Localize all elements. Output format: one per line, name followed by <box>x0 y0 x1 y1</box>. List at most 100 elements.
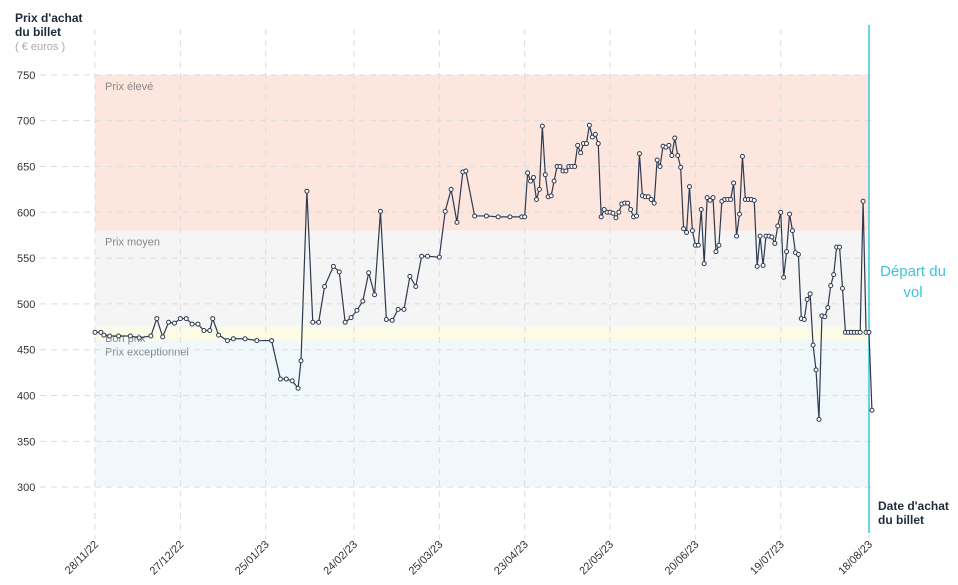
price-point <box>354 307 360 313</box>
price-point <box>801 316 807 322</box>
price-point <box>525 170 531 176</box>
price-point <box>625 200 631 206</box>
price-point <box>366 270 372 276</box>
price-band <box>95 340 869 488</box>
price-point <box>230 336 236 342</box>
price-point <box>148 333 154 339</box>
price-point <box>360 298 366 304</box>
y-tick-label: 750 <box>17 70 35 82</box>
y-tick-label: 450 <box>17 345 35 357</box>
price-point <box>840 285 846 291</box>
price-point <box>698 207 704 213</box>
y-tick-label: 700 <box>17 116 35 128</box>
price-point <box>807 291 813 297</box>
price-point <box>201 327 207 333</box>
price-point <box>495 214 501 220</box>
x-tick-label: 23/04/23 <box>492 539 531 578</box>
price-point <box>595 141 601 147</box>
price-point <box>634 213 640 219</box>
price-point <box>598 214 604 220</box>
price-point <box>778 209 784 215</box>
price-point <box>136 335 142 341</box>
band-label: Prix exceptionnel <box>105 347 189 359</box>
price-point <box>701 261 707 267</box>
y-axis-unit: ( € euros ) <box>15 41 66 53</box>
price-point <box>716 242 722 248</box>
price-point <box>295 385 301 391</box>
band-label: Prix élevé <box>105 81 153 93</box>
price-point <box>322 283 328 289</box>
price-point <box>695 242 701 248</box>
price-point <box>825 305 831 311</box>
price-point <box>533 196 539 202</box>
price-point <box>166 319 172 325</box>
price-point <box>651 200 657 206</box>
price-point <box>316 319 322 325</box>
price-point <box>572 163 578 169</box>
price-point <box>751 197 757 203</box>
price-point <box>704 195 710 201</box>
price-point <box>657 163 663 169</box>
y-tick-label: 600 <box>17 207 35 219</box>
price-point <box>289 378 295 384</box>
price-point <box>636 151 642 157</box>
price-point <box>737 211 743 217</box>
price-point <box>448 186 454 192</box>
price-point <box>866 329 872 335</box>
x-tick-label: 22/05/23 <box>577 539 616 578</box>
x-tick-label: 28/11/22 <box>63 539 101 577</box>
price-point <box>586 122 592 128</box>
price-point <box>342 319 348 325</box>
price-point <box>92 329 98 335</box>
price-point <box>787 211 793 217</box>
x-tick-label: 27/12/22 <box>148 539 187 578</box>
price-point <box>189 321 195 327</box>
price-point <box>425 253 431 259</box>
price-point <box>672 135 678 141</box>
price-point <box>436 254 442 260</box>
y-tick-label: 400 <box>17 391 35 403</box>
price-point <box>669 152 675 158</box>
price-point <box>583 141 589 147</box>
price-point <box>648 196 654 202</box>
price-point <box>837 244 843 250</box>
marker-label: Départ du vol <box>880 263 946 301</box>
price-point <box>601 207 607 213</box>
price-point <box>101 332 107 338</box>
price-point <box>528 178 534 184</box>
price-point <box>731 180 737 186</box>
price-point <box>828 283 834 289</box>
y-tick-label: 300 <box>17 482 35 494</box>
price-point <box>442 208 448 214</box>
price-point <box>216 332 222 338</box>
price-point <box>171 320 177 326</box>
x-axis-title: Date d'achat du billet <box>878 499 949 527</box>
price-point <box>772 240 778 246</box>
x-tick-label: 20/06/23 <box>663 539 702 578</box>
price-point <box>781 274 787 280</box>
price-point <box>463 168 469 174</box>
price-point <box>224 338 230 344</box>
price-point <box>210 316 216 322</box>
price-point <box>389 317 395 323</box>
price-point <box>869 407 875 413</box>
price-point <box>507 214 513 220</box>
price-point <box>254 338 260 344</box>
price-point <box>542 172 548 178</box>
price-point <box>734 233 740 239</box>
price-point <box>804 296 810 302</box>
price-point <box>616 209 622 215</box>
price-point <box>160 334 166 340</box>
price-point <box>816 416 822 422</box>
y-tick-label: 650 <box>17 161 35 173</box>
x-tick-label: 25/01/23 <box>233 539 272 578</box>
price-point <box>739 153 745 159</box>
price-point <box>407 273 413 279</box>
x-tick-label: 18/08/23 <box>836 539 875 578</box>
price-point <box>769 234 775 240</box>
price-point <box>610 210 616 216</box>
price-point <box>707 197 713 203</box>
price-point <box>348 315 354 321</box>
price-point <box>401 306 407 312</box>
